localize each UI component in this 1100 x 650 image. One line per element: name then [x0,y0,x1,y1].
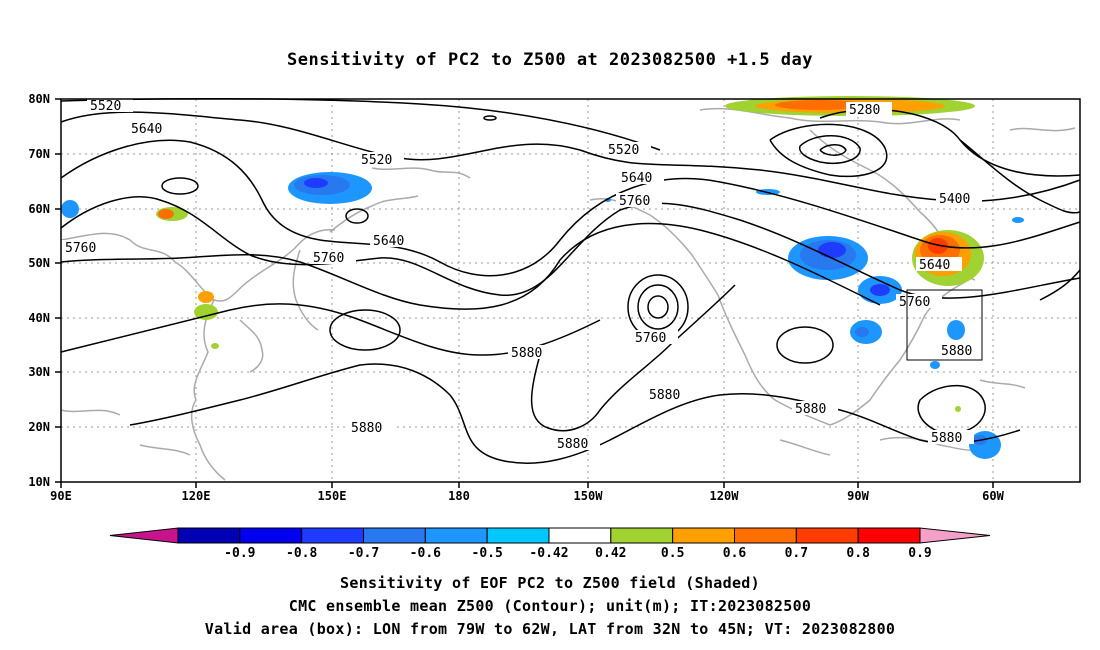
colorbar-swatch [672,527,736,544]
colorbar-label: 0.7 [785,546,808,561]
caption-shading: Sensitivity of EOF PC2 to Z500 field (Sh… [340,574,760,592]
colorbar-label: 0.5 [661,546,684,561]
valid-area-box [906,289,983,361]
contour-label: 5880 [795,402,826,417]
contour-labels: 5520 5640 5520 5640 5760 5760 5520 5640 … [62,98,984,452]
colorbar-label: 0.6 [723,546,747,561]
contour-label: 5640 [131,122,162,137]
colorbar-swatch [734,527,797,544]
lat-tick-label: 10N [28,475,50,489]
lon-tick-labels: 90E 120E 150E 180 150W 120W 90W 60W [50,489,1004,503]
contour-label: 5640 [919,258,950,273]
contour-label: 5280 [849,103,880,118]
contour-label: 5760 [619,194,650,209]
lat-tick-labels: 80N 70N 60N 50N 40N 30N 20N 10N [28,92,50,489]
z500-contours [60,97,1081,464]
lon-tick-label: 60W [982,489,1004,503]
tick-marks [55,98,994,488]
colorbar-swatch [424,527,488,544]
contour-label: 5880 [351,421,382,436]
contour-label: 5880 [931,431,962,446]
colorbar-swatch [795,527,859,544]
colorbar: -0.9 -0.8 -0.7 -0.6 -0.5 -0.42 0.42 0.5 0.6 0.7 0.… [109,527,991,561]
colorbar-label: 0.42 [595,546,626,561]
contour-label: 5520 [90,99,121,114]
contour-label: 5520 [608,143,639,158]
lon-tick-label: 120E [182,489,211,503]
lat-tick-label: 70N [28,147,50,161]
colorbar-swatch [857,527,921,544]
plot-frame [60,98,1081,483]
lat-tick-label: 20N [28,420,50,434]
contour-label: 5880 [511,346,542,361]
contour-label: 5400 [939,192,970,207]
lat-tick-label: 60N [28,202,50,216]
lat-tick-label: 30N [28,365,50,379]
colorbar-label: -0.42 [529,546,568,561]
contour-label: 5880 [557,437,588,452]
colorbar-swatch [363,527,426,544]
contour-label: 5760 [899,295,930,310]
lon-tick-label: 150W [574,489,604,503]
colorbar-swatch [486,527,550,544]
colorbar-swatch [239,527,303,544]
colorbar-label: -0.5 [472,546,503,561]
contour-label: 5880 [941,344,972,359]
lat-tick-label: 40N [28,311,50,325]
colorbar-label: -0.7 [348,546,379,561]
colorbar-label: 0.8 [846,546,870,561]
colorbar-label: -0.9 [224,546,255,561]
graticule [61,99,1080,482]
colorbar-label: -0.8 [286,546,317,561]
contour-label: 5520 [361,153,392,168]
colorbar-high-arrow [919,527,991,544]
lon-tick-label: 150E [318,489,347,503]
colorbar-swatch [610,527,674,544]
caption-valid-area: Valid area (box): LON from 79W to 62W, L… [204,620,896,638]
colorbar-swatch [301,527,364,544]
contour-label: 5760 [313,251,344,266]
contour-label: 5760 [635,331,666,346]
lon-tick-label: 90W [847,489,869,503]
lon-tick-label: 120W [710,489,740,503]
contour-label: 5640 [373,234,404,249]
colorbar-swatch [548,527,612,544]
caption-contour: CMC ensemble mean Z500 (Contour); unit(m… [288,597,812,615]
contour-label: 5760 [65,241,96,256]
lat-tick-label: 50N [28,256,50,270]
colorbar-low-arrow [109,527,179,544]
map-title: Sensitivity of PC2 to Z500 at 2023082500… [286,50,813,70]
contour-label: 5640 [621,171,652,186]
lat-tick-label: 80N [28,92,50,106]
lon-tick-label: 90E [50,489,72,503]
colorbar-label: 0.9 [908,546,931,561]
contour-label: 5880 [649,388,680,403]
colorbar-swatch [177,527,241,544]
lon-tick-label: 180 [448,489,470,503]
colorbar-label: -0.6 [410,546,441,561]
